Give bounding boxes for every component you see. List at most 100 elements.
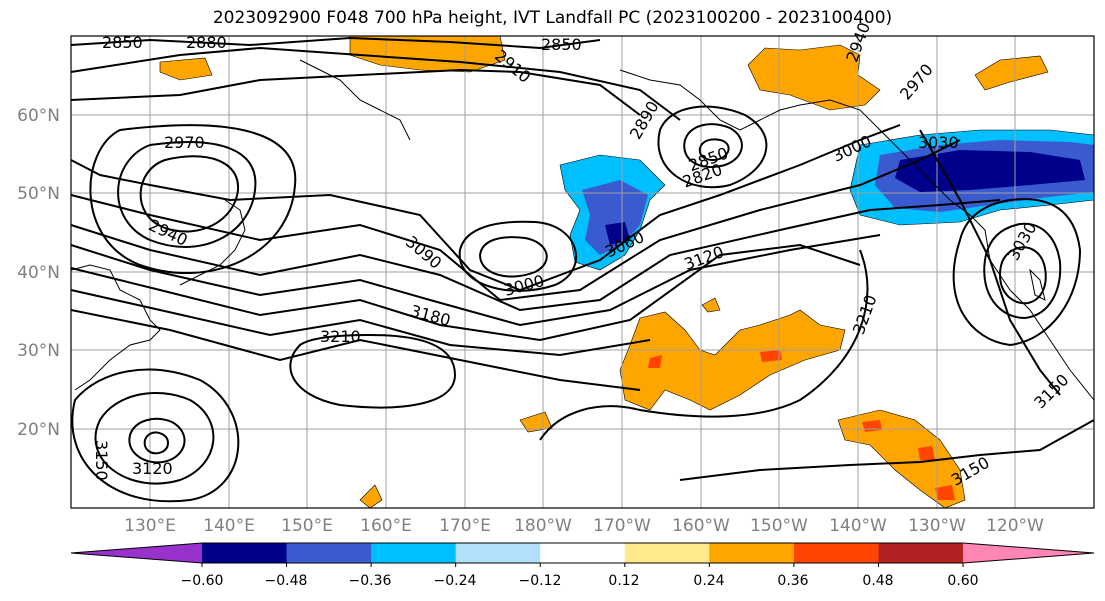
lon-label: 170°W (593, 516, 651, 536)
colorbar-extend-high (963, 543, 1094, 563)
colorbar-segment (371, 543, 457, 563)
contour-label: 3030 (918, 133, 959, 152)
lat-label: 60°N (17, 106, 60, 126)
contour-low-w-inner (139, 155, 240, 233)
contour-2910 (70, 68, 641, 116)
map-frame (70, 35, 1095, 509)
contour-label: 2880 (186, 33, 227, 52)
coast-asia (70, 264, 161, 391)
shade-positive-se (837, 409, 966, 509)
coastlines (70, 59, 1095, 401)
lon-labels: 130°E 140°E 150°E 160°E 170°E 180°W 170°… (124, 516, 1044, 536)
colorbar-tick-label: −0.36 (349, 573, 392, 589)
contour-label: 3210 (320, 327, 361, 346)
colorbar-tick-label: 0.48 (862, 573, 893, 589)
coast-japan (179, 199, 246, 286)
shade-positive-se-core2 (918, 446, 935, 460)
height-contours (70, 36, 1095, 503)
contour-label: 2970 (164, 133, 205, 152)
contour-3030 (70, 139, 961, 302)
shade-positive-central-core (648, 355, 662, 368)
colorbar-tick-label: 0.36 (777, 573, 808, 589)
shade-positive-ne (974, 55, 1049, 91)
coast-alaska (619, 69, 916, 166)
contour-high-e-outer (952, 198, 1082, 347)
contour-3120 (70, 243, 861, 342)
coast-kamchatka (299, 59, 411, 141)
contour-ridge (539, 249, 869, 441)
contour-3150-a (70, 289, 651, 357)
colorbar-segment (202, 543, 288, 563)
shade-negative-central-inner (582, 180, 648, 255)
lon-label: 150°E (281, 516, 333, 536)
contour-low-c-inner (683, 123, 743, 168)
contour-3000 (70, 124, 901, 292)
colorbar-segment (624, 543, 710, 563)
lat-label: 30°N (17, 341, 60, 361)
ivt-shading (159, 35, 1095, 509)
colorbar-segment (793, 543, 879, 563)
lat-label: 20°N (17, 420, 60, 440)
contour-3090 (70, 234, 881, 327)
contour-3060 (70, 199, 1001, 312)
shade-positive-alaska (747, 44, 881, 111)
gridlines (71, 36, 1094, 508)
contour-label: 2850 (102, 33, 143, 52)
shade-positive-small3 (701, 297, 721, 313)
contour-3150-sw (919, 129, 1061, 396)
contour-low-sw-outer (94, 392, 215, 485)
contour-low-sw-outer2 (71, 368, 240, 503)
colorbar-tick-label: 0.24 (693, 573, 724, 589)
shade-negative-central-core (605, 222, 630, 245)
shade-positive-small1 (519, 411, 553, 433)
contour-low-mid2 (458, 220, 578, 292)
shade-negative-east-core (895, 150, 1085, 192)
lon-label: 170°E (439, 516, 491, 536)
lon-label: 140°E (203, 516, 255, 536)
contour-low-c-inner2 (698, 138, 730, 161)
colorbar-segment (455, 543, 541, 563)
colorbar-segment (878, 543, 964, 563)
colorbar-tick-label: 0.60 (947, 573, 978, 589)
coast-baja (1029, 268, 1046, 301)
contour-3150-b (679, 419, 1095, 481)
contour-label: 2850 (541, 35, 582, 54)
contour-low-sw-inner (128, 417, 186, 464)
shade-positive-small2 (359, 484, 383, 509)
shade-positive-se-core (862, 420, 882, 432)
shade-positive-nw (159, 57, 213, 81)
contour-high-e-inner (983, 222, 1062, 320)
colorbar-tick-label: 0.12 (608, 573, 639, 589)
contour-low-c-outer (657, 105, 768, 189)
colorbar-segment (709, 543, 795, 563)
lon-label: 120°W (986, 516, 1044, 536)
contour-low-sw-inner2 (143, 431, 169, 455)
lon-label: 160°E (360, 516, 412, 536)
colorbar-extend-low (71, 543, 202, 563)
lat-label: 50°N (17, 184, 60, 204)
lon-label: 140°W (829, 516, 887, 536)
lon-label: 130°E (124, 516, 176, 536)
lon-label: 150°W (750, 516, 808, 536)
contour-label: 3120 (132, 459, 173, 478)
lon-label: 130°W (908, 516, 966, 536)
map-title: 2023092900 F048 700 hPa height, IVT Land… (212, 8, 893, 28)
colorbar-tick-label: −0.60 (181, 573, 224, 589)
contour-low-w-outer (117, 141, 257, 248)
colorbar-tick-label: −0.24 (434, 573, 477, 589)
contour-high-e-inner2 (998, 246, 1047, 305)
shade-positive-central-core2 (760, 350, 782, 362)
colorbar-segment (540, 543, 626, 563)
contour-2850-a (70, 36, 601, 50)
lon-label: 180°W (514, 516, 572, 536)
contour-label: 3150 (92, 440, 111, 481)
lat-labels: 60°N 50°N 40°N 30°N 20°N (17, 106, 60, 440)
contour-3210-high (289, 333, 457, 409)
colorbar-segment (286, 543, 372, 563)
contour-2880 (70, 46, 681, 121)
colorbar-tick-label: −0.12 (519, 573, 562, 589)
lon-label: 160°W (672, 516, 730, 536)
contour-low-mid (478, 236, 548, 278)
colorbar-tick-labels: −0.60 −0.48 −0.36 −0.24 −0.12 0.12 0.24 … (181, 573, 979, 589)
